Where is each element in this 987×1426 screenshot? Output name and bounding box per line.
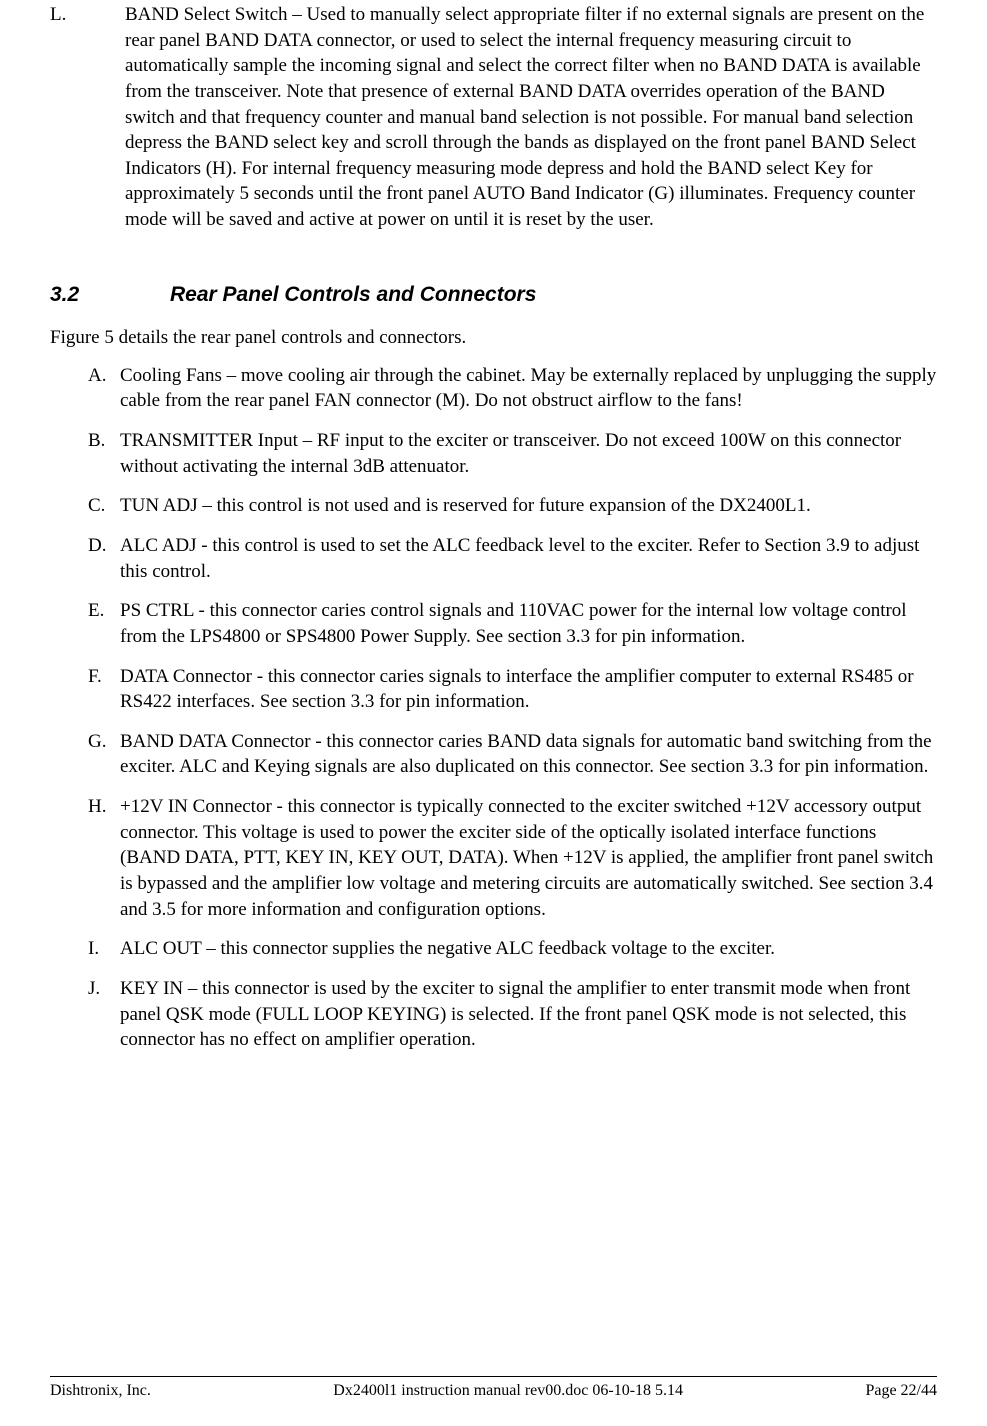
list-item: A. Cooling Fans – move cooling air throu… <box>88 363 937 414</box>
list-body: Cooling Fans – move cooling air through … <box>120 363 937 414</box>
list-body: ALC OUT – this connector supplies the ne… <box>120 936 937 962</box>
list-item: F. DATA Connector - this connector carie… <box>88 664 937 715</box>
list-marker: B. <box>88 428 120 479</box>
section-title: Rear Panel Controls and Connectors <box>170 283 536 306</box>
list-marker: A. <box>88 363 120 414</box>
list-item-L: L. BAND Select Switch – Used to manually… <box>50 2 937 233</box>
list-item: G. BAND DATA Connector - this connector … <box>88 729 937 780</box>
section-heading: 3.2Rear Panel Controls and Connectors <box>50 281 937 309</box>
list-item: I. ALC OUT – this connector supplies the… <box>88 936 937 962</box>
list-body: TUN ADJ – this control is not used and i… <box>120 493 937 519</box>
list-body: BAND Select Switch – Used to manually se… <box>125 2 937 233</box>
list-body: TRANSMITTER Input – RF input to the exci… <box>120 428 937 479</box>
list-body: +12V IN Connector - this connector is ty… <box>120 794 937 922</box>
list-marker: J. <box>88 976 120 1053</box>
list-marker: E. <box>88 598 120 649</box>
list-item: J. KEY IN – this connector is used by th… <box>88 976 937 1053</box>
list-body: PS CTRL - this connector caries control … <box>120 598 937 649</box>
list-marker: F. <box>88 664 120 715</box>
list-item: E. PS CTRL - this connector caries contr… <box>88 598 937 649</box>
footer-left: Dishtronix, Inc. <box>50 1380 151 1402</box>
list-marker: L. <box>50 2 125 233</box>
section-intro: Figure 5 details the rear panel controls… <box>50 325 937 351</box>
footer-right: Page 22/44 <box>865 1380 937 1402</box>
list-item: D. ALC ADJ - this control is used to set… <box>88 533 937 584</box>
list-body: BAND DATA Connector - this connector car… <box>120 729 937 780</box>
list-item: C. TUN ADJ – this control is not used an… <box>88 493 937 519</box>
page-content: L. BAND Select Switch – Used to manually… <box>50 0 937 1053</box>
footer-center: Dx2400l1 instruction manual rev00.doc 06… <box>333 1380 683 1402</box>
list-marker: G. <box>88 729 120 780</box>
list-body: ALC ADJ - this control is used to set th… <box>120 533 937 584</box>
list-item: B. TRANSMITTER Input – RF input to the e… <box>88 428 937 479</box>
list-marker: I. <box>88 936 120 962</box>
list-body: DATA Connector - this connector caries s… <box>120 664 937 715</box>
page-footer: Dishtronix, Inc. Dx2400l1 instruction ma… <box>50 1376 937 1402</box>
list-marker: D. <box>88 533 120 584</box>
ordered-list: A. Cooling Fans – move cooling air throu… <box>50 363 937 1053</box>
list-body: KEY IN – this connector is used by the e… <box>120 976 937 1053</box>
section-number: 3.2 <box>50 281 170 309</box>
list-marker: H. <box>88 794 120 922</box>
list-marker: C. <box>88 493 120 519</box>
list-item: H. +12V IN Connector - this connector is… <box>88 794 937 922</box>
